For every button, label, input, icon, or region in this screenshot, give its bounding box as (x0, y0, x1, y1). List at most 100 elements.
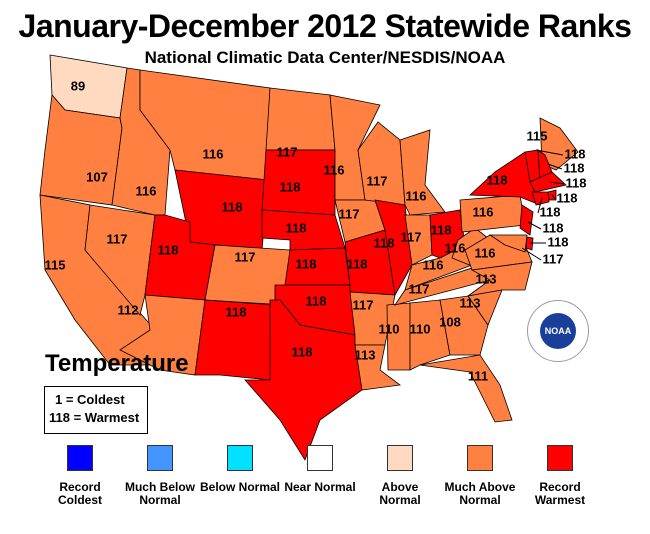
state-rank-md: 117 (543, 251, 564, 266)
state-rank-ks: 118 (296, 256, 317, 271)
legend-item: Record Warmest (520, 445, 600, 507)
state-rank-ia: 117 (339, 206, 360, 221)
legend-label: Below Normal (200, 480, 281, 494)
callout-line (527, 221, 542, 230)
state-rank-ma: 118 (566, 175, 587, 190)
state-rank-tn: 117 (409, 281, 430, 296)
legend-item: Below Normal (200, 445, 280, 494)
state-rank-tx: 118 (292, 344, 313, 359)
state-de (525, 236, 534, 251)
state-tx (244, 299, 363, 461)
rank-key-coldest: 1 = Coldest (55, 392, 125, 407)
state-rank-va: 116 (475, 245, 496, 260)
state-ms (386, 302, 411, 371)
map-subtitle: National Climatic Data Center/NESDIS/NOA… (144, 48, 506, 67)
legend-item: Much Below Normal (120, 445, 200, 507)
state-rank-wi: 117 (367, 173, 388, 188)
legend-label: Much Above Normal (444, 480, 516, 507)
state-nd (265, 87, 336, 151)
state-rank-ny: 118 (487, 172, 508, 187)
legend-label: Near Normal (284, 480, 356, 494)
state-rank-ri: 118 (557, 190, 578, 205)
state-rank-sd: 118 (280, 179, 301, 194)
state-rank-nv: 117 (107, 231, 128, 246)
variable-label: Temperature (45, 350, 189, 377)
state-rank-wa: 89 (71, 78, 85, 93)
state-rank-vt: 118 (565, 146, 586, 161)
state-md (488, 234, 528, 253)
legend-swatch (547, 445, 573, 471)
state-rank-mn: 116 (324, 162, 345, 177)
state-rank-nm: 118 (226, 304, 247, 319)
callout-line (537, 197, 543, 214)
map-title: January-December 2012 Statewide Ranks (18, 8, 632, 44)
state-rank-oh: 118 (431, 222, 452, 237)
state-rank-nd: 117 (277, 144, 298, 159)
state-rank-mt: 116 (203, 146, 224, 161)
state-rank-az: 112 (118, 302, 139, 317)
state-rank-fl: 111 (468, 368, 488, 383)
state-rank-ok: 118 (306, 293, 327, 308)
rank-key: 1 = Coldest 118 = Warmest (44, 386, 148, 434)
state-al (409, 299, 451, 371)
legend-label: Much Below Normal (124, 480, 195, 507)
legend-item: Above Normal (360, 445, 440, 507)
state-rank-ca: 115 (45, 257, 66, 272)
callout-line (547, 163, 563, 170)
state-rank-il: 118 (374, 235, 395, 250)
state-rank-ne: 118 (286, 220, 307, 235)
state-rank-ut: 118 (158, 242, 179, 257)
rank-key-warmest: 118 = Warmest (49, 410, 140, 425)
state-sc (467, 289, 503, 326)
state-rank-la: 113 (355, 347, 376, 362)
state-rank-id: 116 (136, 183, 157, 198)
state-rank-wy: 118 (222, 199, 243, 214)
legend-item: Much Above Normal (440, 445, 520, 507)
state-rank-ky: 116 (423, 257, 444, 272)
callout-line (521, 247, 542, 261)
callout-line (535, 149, 564, 156)
state-rank-wv: 116 (445, 240, 466, 255)
state-ma (529, 171, 567, 193)
legend-item: Near Normal (280, 445, 360, 494)
state-rank-ct: 118 (540, 204, 561, 219)
legend-swatch (387, 445, 413, 471)
state-rank-ga: 108 (439, 314, 461, 329)
legend-swatch (147, 445, 173, 471)
state-rank-ms: 110 (379, 321, 400, 336)
state-fl (419, 354, 513, 423)
state-rank-co: 117 (235, 249, 256, 264)
color-legend: Record Coldest Much Below Normal Below Nor… (40, 445, 620, 525)
legend-label: Record Warmest (534, 480, 586, 507)
state-ga (439, 295, 489, 356)
callout-line (549, 181, 565, 185)
state-ct (531, 191, 550, 206)
state-rank-de: 118 (548, 234, 569, 249)
callout-line (551, 194, 556, 200)
legend-item: Record Coldest (40, 445, 120, 507)
state-rank-in: 117 (401, 229, 422, 244)
noaa-logo: NOAA (527, 300, 589, 362)
state-rank-nc: 113 (476, 271, 497, 286)
state-nv (84, 204, 156, 316)
legend-swatch (227, 445, 253, 471)
state-rank-me: 115 (527, 128, 548, 143)
state-rank-mo: 118 (347, 256, 368, 271)
state-il (374, 199, 413, 297)
legend-label: Above Normal (379, 480, 421, 507)
state-rank-mi: 116 (406, 188, 427, 203)
state-rank-ar: 117 (353, 297, 374, 312)
state-rank-nj: 118 (543, 220, 564, 235)
state-la (354, 344, 402, 391)
legend-swatch (467, 445, 493, 471)
legend-label: Record Coldest (57, 480, 102, 507)
legend-swatch (307, 445, 333, 471)
legend-swatch (67, 445, 93, 471)
state-rank-al: 110 (410, 321, 431, 336)
state-mi (399, 129, 446, 216)
state-nm (194, 299, 276, 381)
state-nj (519, 204, 534, 236)
state-rank-or: 107 (86, 169, 108, 184)
state-rank-pa: 116 (473, 204, 494, 219)
